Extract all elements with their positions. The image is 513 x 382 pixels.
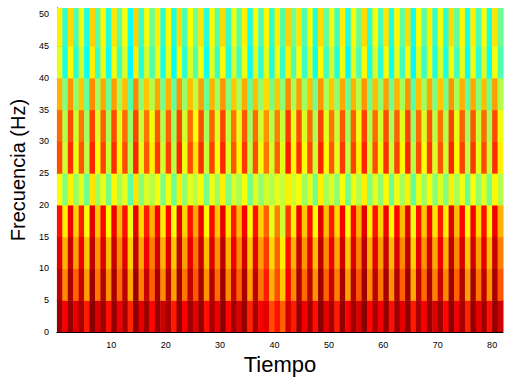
svg-text:40: 40 — [270, 340, 280, 350]
svg-text:40: 40 — [39, 73, 49, 83]
svg-text:50: 50 — [324, 340, 334, 350]
svg-text:15: 15 — [39, 232, 49, 242]
svg-text:20: 20 — [39, 200, 49, 210]
svg-text:5: 5 — [44, 295, 49, 305]
svg-text:60: 60 — [378, 340, 388, 350]
svg-text:80: 80 — [487, 340, 497, 350]
svg-text:45: 45 — [39, 41, 49, 51]
svg-text:10: 10 — [39, 263, 49, 273]
svg-text:10: 10 — [106, 340, 116, 350]
svg-text:30: 30 — [215, 340, 225, 350]
svg-text:20: 20 — [161, 340, 171, 350]
svg-text:50: 50 — [39, 9, 49, 19]
svg-text:30: 30 — [39, 136, 49, 146]
svg-text:Tiempo: Tiempo — [244, 352, 317, 377]
svg-text:0: 0 — [44, 327, 49, 337]
svg-text:35: 35 — [39, 105, 49, 115]
svg-text:Frecuencia (Hz): Frecuencia (Hz) — [7, 99, 29, 241]
svg-text:25: 25 — [39, 168, 49, 178]
svg-text:70: 70 — [433, 340, 443, 350]
